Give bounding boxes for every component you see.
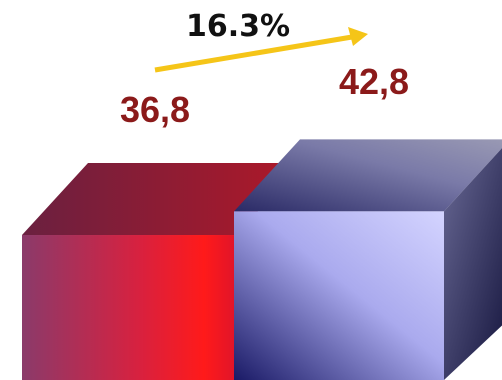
growth-arrow-head bbox=[348, 27, 368, 46]
growth-arrow bbox=[154, 27, 368, 73]
bar-2-top bbox=[234, 139, 502, 212]
bar-1 bbox=[22, 163, 302, 380]
bar-2 bbox=[234, 139, 502, 380]
bar-1-front bbox=[22, 235, 236, 380]
bar-2-front bbox=[234, 211, 444, 380]
growth-arrow-line bbox=[154, 34, 353, 73]
bar-2-side bbox=[444, 148, 502, 380]
growth-label: 16.3% bbox=[186, 9, 290, 44]
value-label-1: 36,8 bbox=[120, 89, 190, 130]
value-label-2: 42,8 bbox=[339, 61, 409, 102]
bar-1-top bbox=[22, 163, 302, 236]
